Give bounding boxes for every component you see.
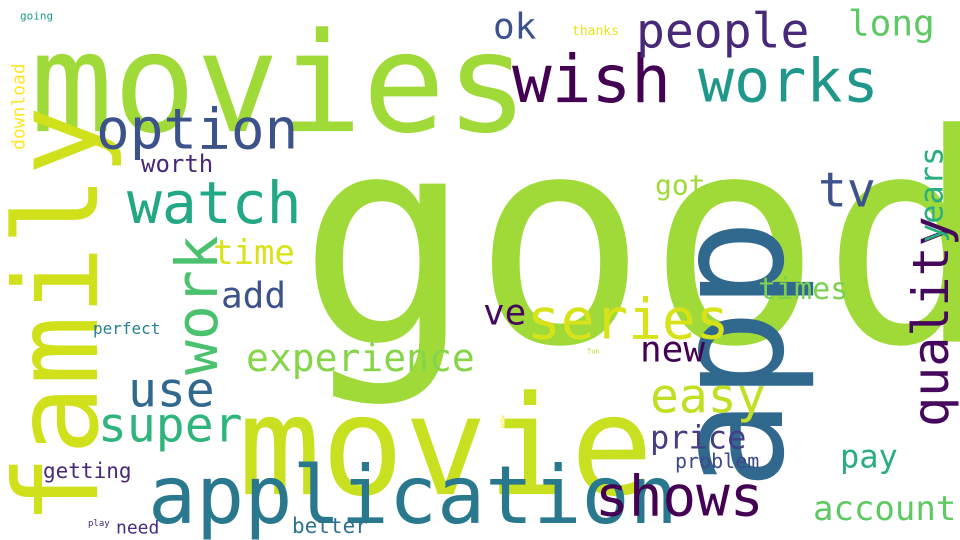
word-better: better	[292, 514, 368, 539]
word-worth: worth	[141, 149, 214, 178]
word-shows: shows	[595, 464, 764, 530]
word-application: application	[148, 449, 678, 540]
word-works: works	[698, 46, 879, 117]
word-option: option	[96, 97, 299, 163]
word-good: good	[298, 73, 960, 411]
word-wow: wow	[498, 415, 507, 428]
word-movie: movie	[238, 366, 654, 528]
word-going: going	[20, 9, 54, 23]
word-watch: watch	[127, 168, 302, 237]
word-time: time	[213, 233, 295, 274]
word-movies: movies	[30, 3, 529, 165]
word-super: super	[98, 397, 243, 454]
word-need: need	[116, 517, 160, 539]
word-quality: quality	[902, 216, 960, 427]
word-getting: getting	[43, 459, 132, 484]
word-series: series	[527, 287, 730, 353]
word-thanks: thanks	[572, 24, 619, 40]
word-long: long	[848, 3, 935, 45]
word-got: got	[655, 168, 706, 202]
word-times: times	[758, 272, 849, 308]
word-fun: fun	[587, 347, 600, 356]
word-price: price	[650, 418, 747, 457]
word-perfect: perfect	[93, 318, 161, 338]
word-new: new	[640, 329, 706, 371]
word-problem: problem	[675, 448, 760, 473]
word-account: account	[813, 489, 957, 530]
word-easy: easy	[650, 368, 766, 425]
word-experience: experience	[246, 336, 475, 381]
word-ok: ok	[493, 6, 537, 48]
word-pay: pay	[840, 437, 898, 476]
word-add: add	[221, 275, 287, 317]
word-tv: tv	[818, 162, 876, 219]
word-people: people	[636, 3, 810, 60]
word-years: years	[912, 146, 951, 243]
word-ve: ve	[483, 292, 527, 334]
word-use: use	[128, 362, 215, 419]
word-wish: wish	[512, 40, 671, 118]
word-play: play	[88, 519, 110, 530]
word-download: download	[8, 63, 30, 150]
